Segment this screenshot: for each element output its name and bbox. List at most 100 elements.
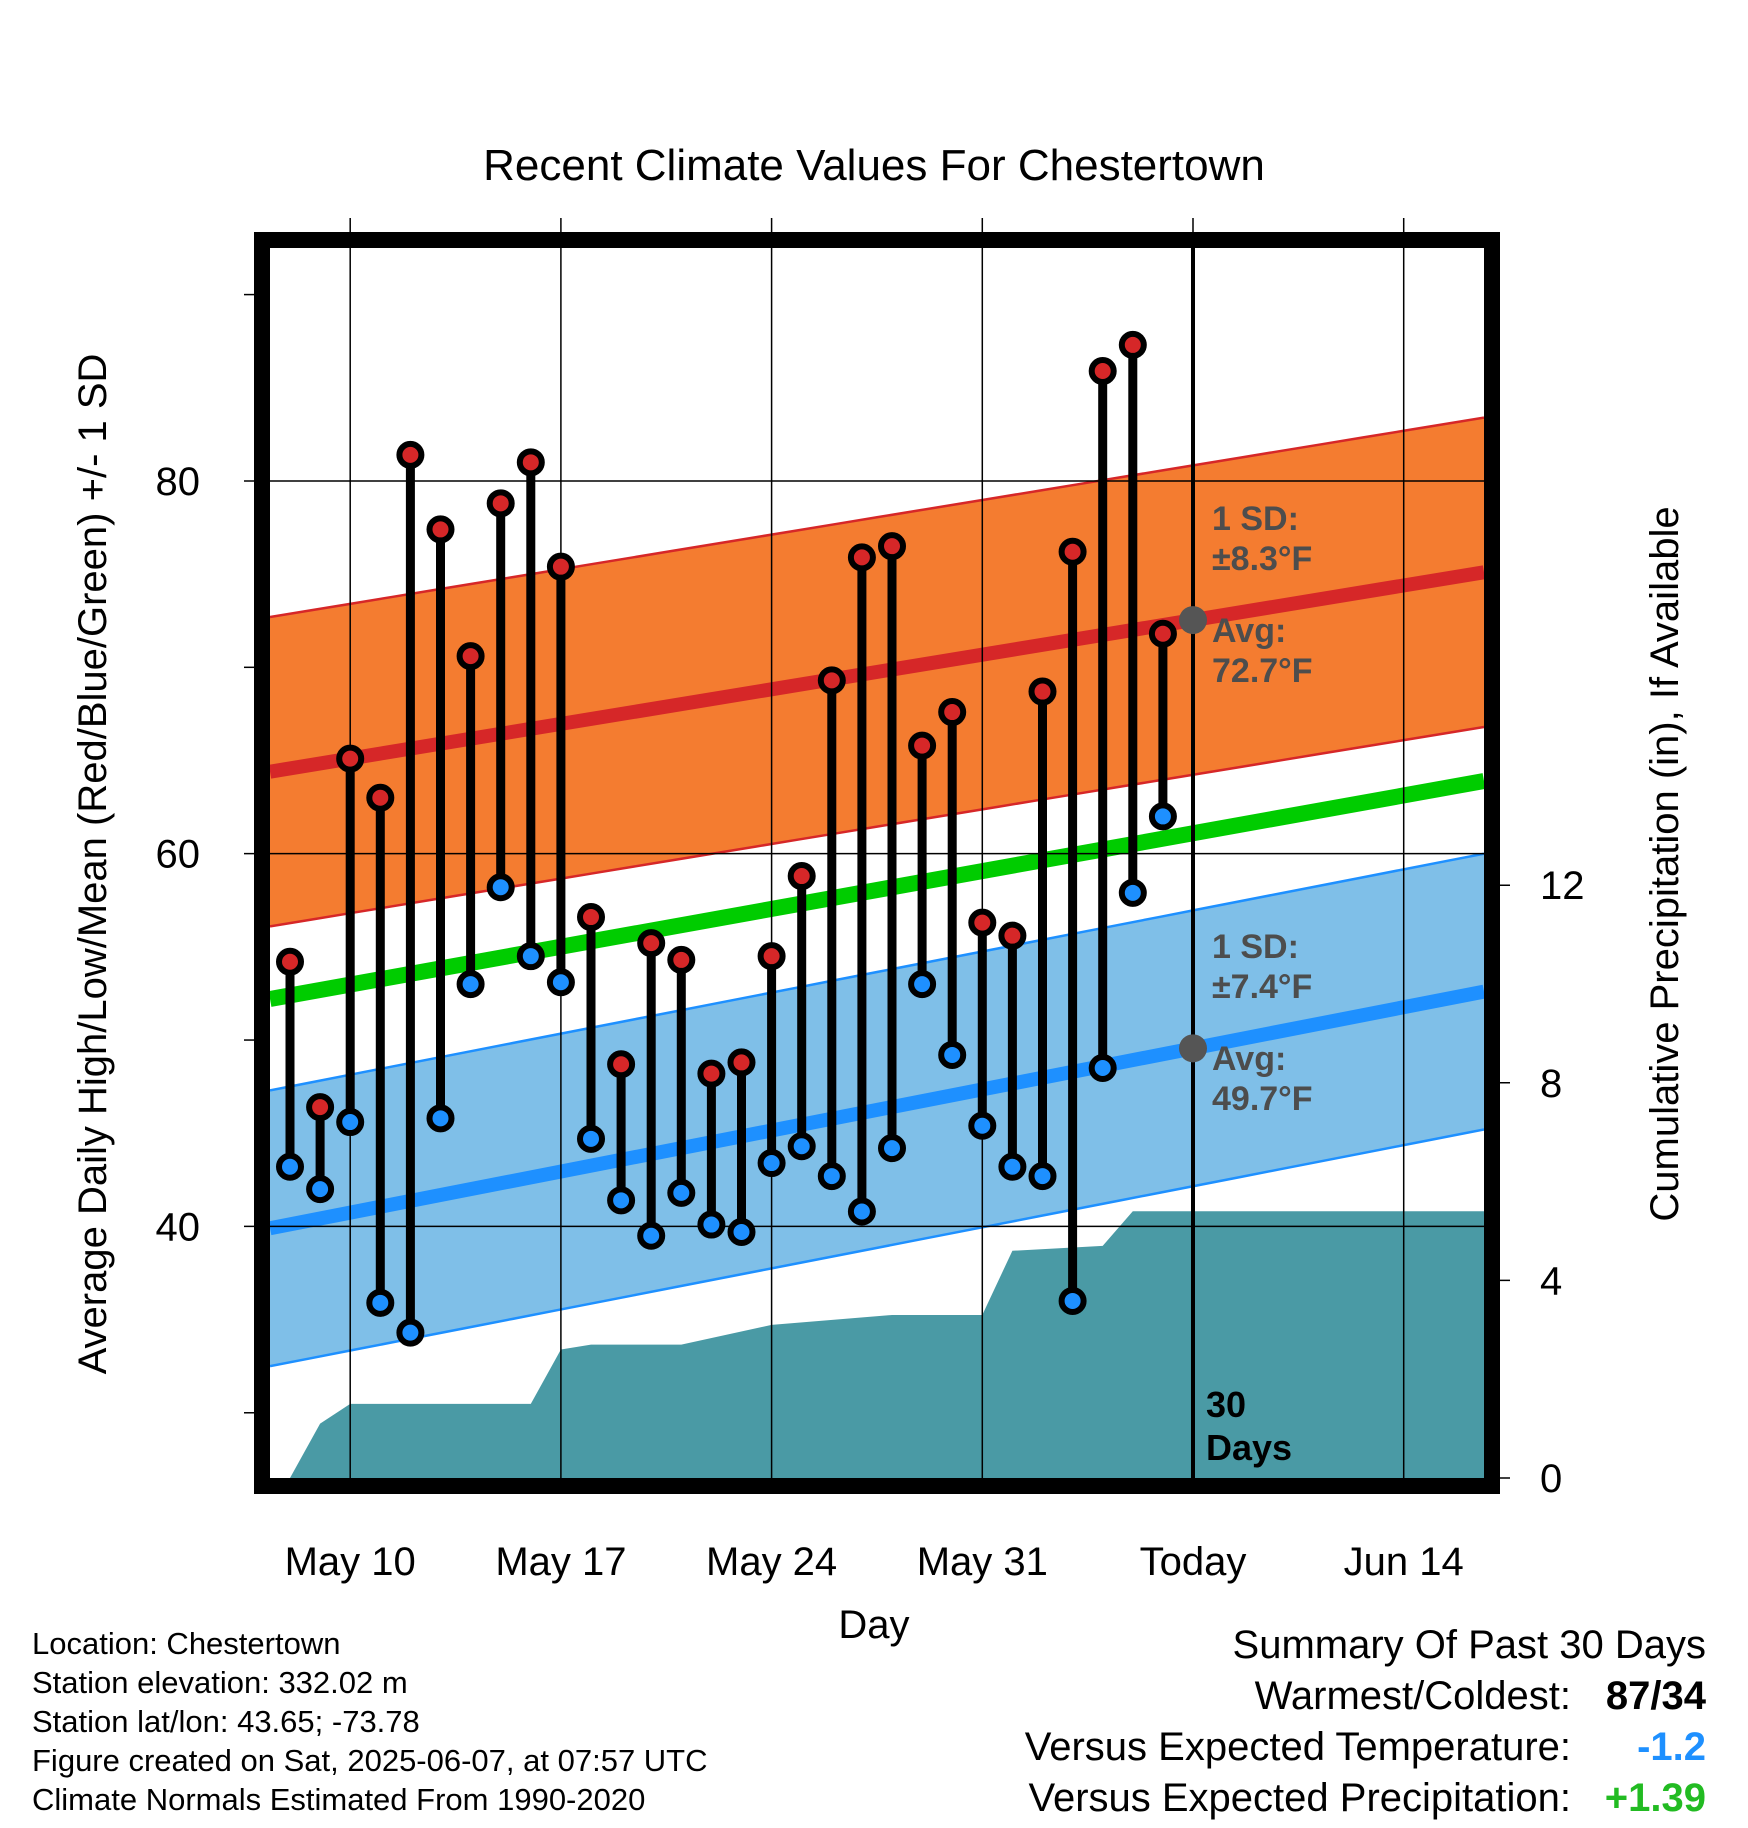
normal-low-line xyxy=(270,984,1484,1236)
high-point xyxy=(787,862,816,891)
precip-value: +1.39 xyxy=(1604,1776,1706,1820)
low-sd-label: 1 SD: xyxy=(1212,928,1299,966)
high-point xyxy=(878,532,906,561)
warm-cold-row: Warmest/Coldest: 87/34 xyxy=(1025,1674,1706,1725)
low-point xyxy=(516,942,545,971)
today-low-avg-marker xyxy=(1179,1034,1207,1063)
high-point xyxy=(817,666,846,695)
normal-low-sd-lower-edge xyxy=(270,1128,1484,1368)
high-point xyxy=(667,945,696,974)
high-sd-label: 1 SD: xyxy=(1212,500,1299,538)
normal-low-sd-upper-edge xyxy=(270,852,1484,1092)
high-point xyxy=(697,1059,726,1088)
high-sd-value: ±8.3°F xyxy=(1212,540,1312,578)
created-text: Figure created on Sat, 2025-06-07, at 07… xyxy=(32,1743,708,1778)
low-avg-label: Avg: xyxy=(1212,1040,1286,1078)
low-point xyxy=(727,1218,756,1246)
today-high-avg-marker xyxy=(1179,606,1207,635)
high-point xyxy=(1088,357,1117,385)
high-point xyxy=(1058,537,1087,566)
low-sd-value: ±7.4°F xyxy=(1212,968,1312,1006)
high-point xyxy=(847,543,876,572)
precip-row: Versus Expected Precipitation: +1.39 xyxy=(1025,1776,1706,1827)
high-point xyxy=(546,552,575,581)
latlon-text: Station lat/lon: 43.65; -73.78 xyxy=(32,1704,420,1739)
high-point xyxy=(486,489,515,518)
low-point xyxy=(817,1162,846,1191)
y2-axis-label: Cumulative Precipitation (in), If Availa… xyxy=(1643,506,1687,1221)
low-point xyxy=(847,1197,876,1226)
location-text: Location: Chestertown xyxy=(32,1626,341,1661)
y2-tick-label: 8 xyxy=(1540,1062,1562,1106)
high-point xyxy=(757,942,786,971)
high-point xyxy=(426,515,455,544)
low-point xyxy=(426,1104,455,1133)
high-point xyxy=(396,440,425,469)
y-tick-label: 60 xyxy=(156,833,201,877)
low-point xyxy=(667,1178,696,1207)
low-point xyxy=(306,1175,335,1204)
low-point xyxy=(546,968,575,997)
high-point xyxy=(366,783,395,812)
high-point xyxy=(968,908,997,937)
normal-high-sd-upper-edge xyxy=(270,416,1484,619)
station-info: Location: Chestertown Station elevation:… xyxy=(32,1624,708,1819)
high-point xyxy=(577,903,605,932)
high-point xyxy=(727,1048,756,1077)
high-point xyxy=(998,921,1027,950)
temp-row: Versus Expected Temperature: -1.2 xyxy=(1025,1725,1706,1776)
chart-title: Recent Climate Values For Chestertown xyxy=(483,141,1265,190)
plot-content xyxy=(270,416,1484,1478)
y2-tick-label: 12 xyxy=(1540,864,1585,908)
x-tick-label: May 17 xyxy=(495,1540,626,1584)
low-point xyxy=(1058,1286,1087,1315)
low-point xyxy=(637,1221,666,1250)
low-point xyxy=(276,1152,304,1181)
normals-text: Climate Normals Estimated From 1990-2020 xyxy=(32,1782,646,1817)
high-point xyxy=(276,947,304,976)
high-point xyxy=(516,448,545,477)
summary-heading: Summary Of Past 30 Days xyxy=(1232,1623,1706,1667)
warm-cold-label: Warmest/Coldest: xyxy=(1254,1674,1571,1718)
temp-value: -1.2 xyxy=(1637,1725,1706,1769)
low-point xyxy=(1088,1054,1117,1082)
low-point xyxy=(607,1186,636,1215)
high-point xyxy=(1148,619,1177,648)
low-point xyxy=(336,1108,365,1137)
low-point xyxy=(968,1111,997,1140)
low-point xyxy=(1148,802,1177,831)
low-point xyxy=(787,1132,816,1161)
low-avg-value: 49.7°F xyxy=(1212,1080,1313,1118)
high-point xyxy=(306,1093,335,1122)
x-tick-label: May 10 xyxy=(285,1540,416,1584)
x-tick-label: May 31 xyxy=(917,1540,1048,1584)
window-unit: Days xyxy=(1206,1427,1292,1468)
y-tick-label: 40 xyxy=(156,1205,201,1249)
x-tick-label: Jun 14 xyxy=(1344,1540,1464,1584)
low-point xyxy=(1028,1162,1057,1191)
temp-label: Versus Expected Temperature: xyxy=(1024,1725,1571,1769)
y2-tick-label: 4 xyxy=(1540,1259,1562,1303)
high-point xyxy=(908,731,937,760)
high-point xyxy=(938,698,967,727)
high-avg-value: 72.7°F xyxy=(1212,652,1313,690)
x-tick-label: May 24 xyxy=(706,1540,837,1584)
low-point xyxy=(878,1134,906,1163)
precip-label: Versus Expected Precipitation: xyxy=(1028,1776,1571,1820)
low-point xyxy=(938,1040,967,1069)
x-axis-label: Day xyxy=(838,1603,909,1647)
y-tick-label: 80 xyxy=(156,460,201,504)
low-point xyxy=(908,970,937,999)
high-avg-label: Avg: xyxy=(1212,612,1286,650)
summary-panel: Summary Of Past 30 Days Warmest/Coldest:… xyxy=(1025,1623,1706,1827)
low-point xyxy=(1118,878,1147,907)
window-count: 30 xyxy=(1206,1384,1246,1425)
low-point xyxy=(697,1210,726,1239)
high-point xyxy=(607,1050,636,1079)
high-point xyxy=(1028,677,1057,706)
plot-area: 40 60 80 0 4 8 12 May 10 May 17 May 24 May 31 Today… xyxy=(156,218,1585,1584)
elevation-text: Station elevation: 332.02 m xyxy=(32,1665,408,1700)
x-tick-label: Today xyxy=(1140,1540,1247,1584)
high-point xyxy=(1118,330,1147,359)
